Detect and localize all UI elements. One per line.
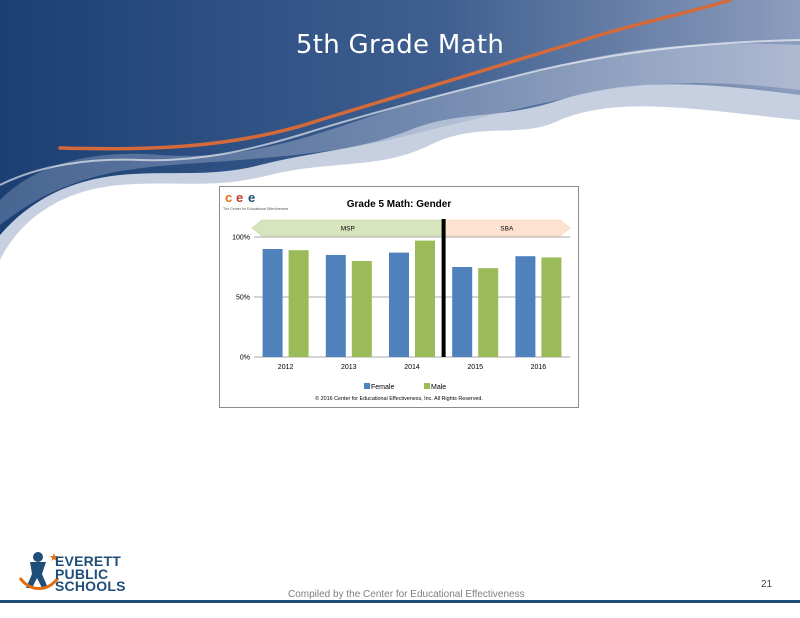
chart-title: Grade 5 Math: Gender <box>347 199 452 210</box>
x-tick-label: 2013 <box>341 364 357 371</box>
logo-text: EVERETT PUBLIC SCHOOLS <box>55 553 126 594</box>
swoosh-inner <box>0 43 800 226</box>
cee-letter-e2: e <box>248 190 255 205</box>
y-tick-label: 0% <box>240 355 250 362</box>
cee-logo: c e e The Center for Educational Effecti… <box>223 190 288 211</box>
chart-copyright: © 2016 Center for Educational Effectiven… <box>315 395 483 402</box>
swoosh-white <box>0 39 800 186</box>
bar-male-2012 <box>288 250 309 357</box>
cee-letter-e1: e <box>236 190 243 205</box>
bar-male-2013 <box>351 261 372 357</box>
bar-male-2016 <box>541 257 562 357</box>
bar-male-2015 <box>478 268 499 357</box>
everett-logo: ★ <box>18 552 60 590</box>
footer-compiled-text: Compiled by the Center for Educational E… <box>288 589 525 600</box>
x-tick-label: 2012 <box>278 364 294 371</box>
page-number: 21 <box>761 579 773 590</box>
bar-female-2014 <box>389 252 409 357</box>
legend-swatch-female <box>364 383 370 389</box>
bar-female-2013 <box>325 255 346 357</box>
x-tick-label: 2016 <box>531 364 547 371</box>
bar-male-2014 <box>415 240 435 357</box>
y-tick-label: 50% <box>236 295 250 302</box>
logo-swoosh <box>18 577 60 590</box>
cee-tagline: The Center for Educational Effectiveness <box>223 207 288 211</box>
chart-container: c e e The Center for Educational Effecti… <box>219 186 579 408</box>
cee-letter-c: c <box>225 190 232 205</box>
swoosh-orange <box>58 0 732 151</box>
bar-female-2012 <box>262 249 283 357</box>
bar-chart: c e e The Center for Educational Effecti… <box>223 190 571 402</box>
logo-line-3: SCHOOLS <box>55 578 126 594</box>
x-tick-label: 2015 <box>467 364 483 371</box>
logo-figure-body <box>26 562 48 588</box>
band-label-sba: SBA <box>500 226 514 233</box>
legend-label-female: Female <box>371 384 394 391</box>
y-tick-label: 100% <box>232 235 250 242</box>
logo-figure-head <box>33 552 43 562</box>
logo-line-1: EVERETT <box>55 553 121 569</box>
slide-title: 5th Grade Math <box>295 30 505 60</box>
legend-label-male: Male <box>431 384 446 391</box>
bar-female-2015 <box>452 267 473 357</box>
logo-line-2: PUBLIC <box>55 565 109 582</box>
legend-swatch-male <box>424 383 430 389</box>
band-label-msp: MSP <box>341 226 355 233</box>
footer-divider <box>0 600 800 603</box>
logo-star-icon: ★ <box>49 552 59 564</box>
x-tick-label: 2014 <box>404 364 420 371</box>
chart-legend: Female Male <box>364 383 446 391</box>
bar-female-2016 <box>515 256 536 357</box>
